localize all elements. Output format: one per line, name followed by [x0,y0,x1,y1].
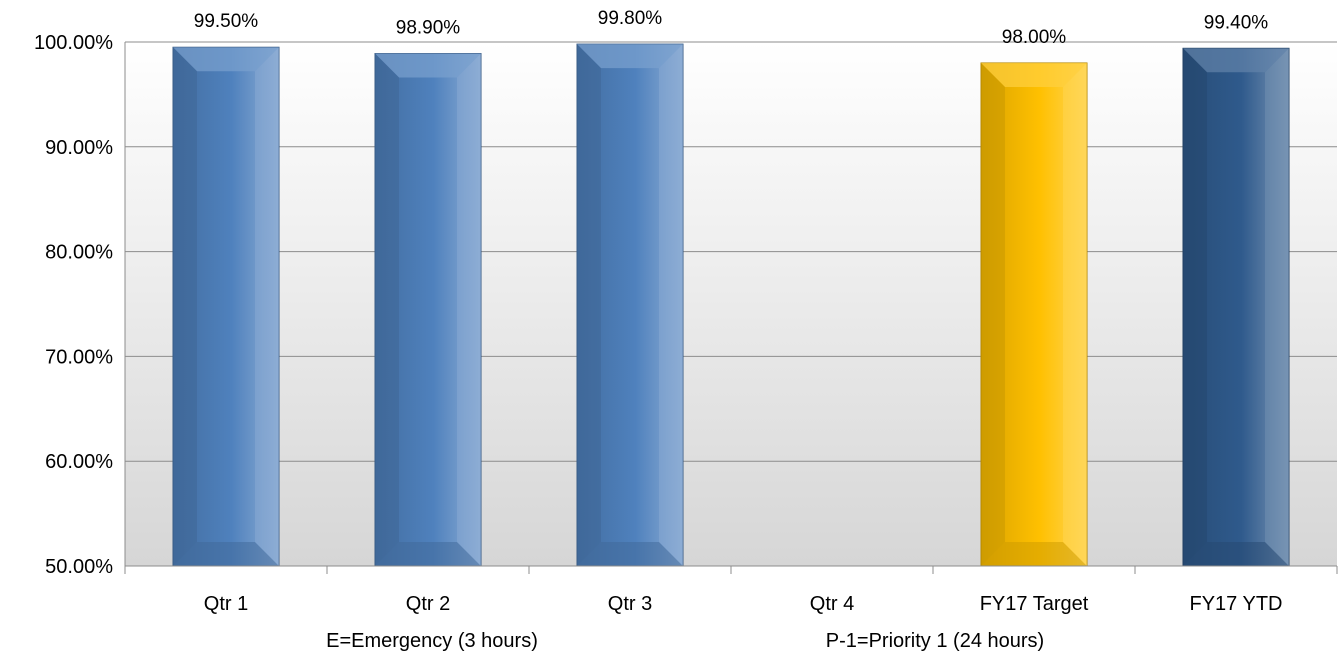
bar-bevel-bottom [1183,542,1289,566]
bar-body [172,46,280,567]
bar [1182,47,1290,567]
bars [172,43,1290,567]
y-tick-label: 90.00% [45,137,113,159]
bar-bevel-bottom [981,542,1087,566]
bar-bevel-top [1183,48,1289,73]
bar-bevel-left [981,62,1005,567]
bar-bevel-left [375,53,399,566]
footnotes: E=Emergency (3 hours) P-1=Priority 1 (24… [326,630,1044,652]
y-tick-label: 50.00% [45,556,113,578]
bar [172,46,280,567]
bar [576,43,684,567]
bar-bevel-right [1265,48,1289,566]
bar-bevel-bottom [577,542,683,566]
y-tick-label: 60.00% [45,451,113,473]
bar-bevel-top [375,53,481,78]
bar-bevel-left [1183,48,1207,566]
x-tick-label: Qtr 2 [406,593,450,615]
bar-bevel-top [173,47,279,72]
bar-body [374,53,482,567]
data-label: 99.50% [194,11,259,32]
bar-bevel-right [1063,62,1087,567]
bar-bevel-top [577,44,683,69]
y-tick-label: 100.00% [34,32,113,54]
y-axis: 50.00% 60.00% 70.00% 80.00% 90.00% 100.00% [34,32,126,578]
x-tick-label: Qtr 3 [608,593,652,615]
x-tick-label: Qtr 1 [204,593,248,615]
bar-bevel-left [577,44,601,566]
data-labels: 99.50% 98.90% 99.80% 98.00% 99.40% [194,8,1269,48]
footnote-emergency: E=Emergency (3 hours) [326,630,538,652]
bar-body [1182,47,1290,567]
bar-bevel-right [255,47,279,567]
bar-bevel-right [659,44,683,566]
bar [374,53,482,567]
bar-bevel-left [173,47,197,567]
data-label: 99.80% [598,8,663,29]
data-label: 99.40% [1204,12,1269,33]
x-tick-label: FY17 YTD [1190,593,1283,615]
x-tick-label: Qtr 4 [810,593,854,615]
bar [980,62,1088,567]
bar-bevel-bottom [375,542,481,566]
x-tick-label: FY17 Target [980,593,1089,615]
bar-body [980,62,1088,567]
data-label: 98.00% [1002,27,1067,48]
bar-bevel-bottom [173,542,279,566]
x-axis: Qtr 1 Qtr 2 Qtr 3 Qtr 4 FY17 Target FY17 YTD [124,565,1338,615]
y-tick-label: 80.00% [45,242,113,264]
plot-area [125,42,1337,566]
y-tick-label: 70.00% [45,346,113,368]
footnote-priority: P-1=Priority 1 (24 hours) [826,630,1044,652]
bar-bevel-top [981,62,1087,87]
data-label: 98.90% [396,18,461,39]
bar-bevel-right [457,53,481,566]
bar-body [576,43,684,567]
